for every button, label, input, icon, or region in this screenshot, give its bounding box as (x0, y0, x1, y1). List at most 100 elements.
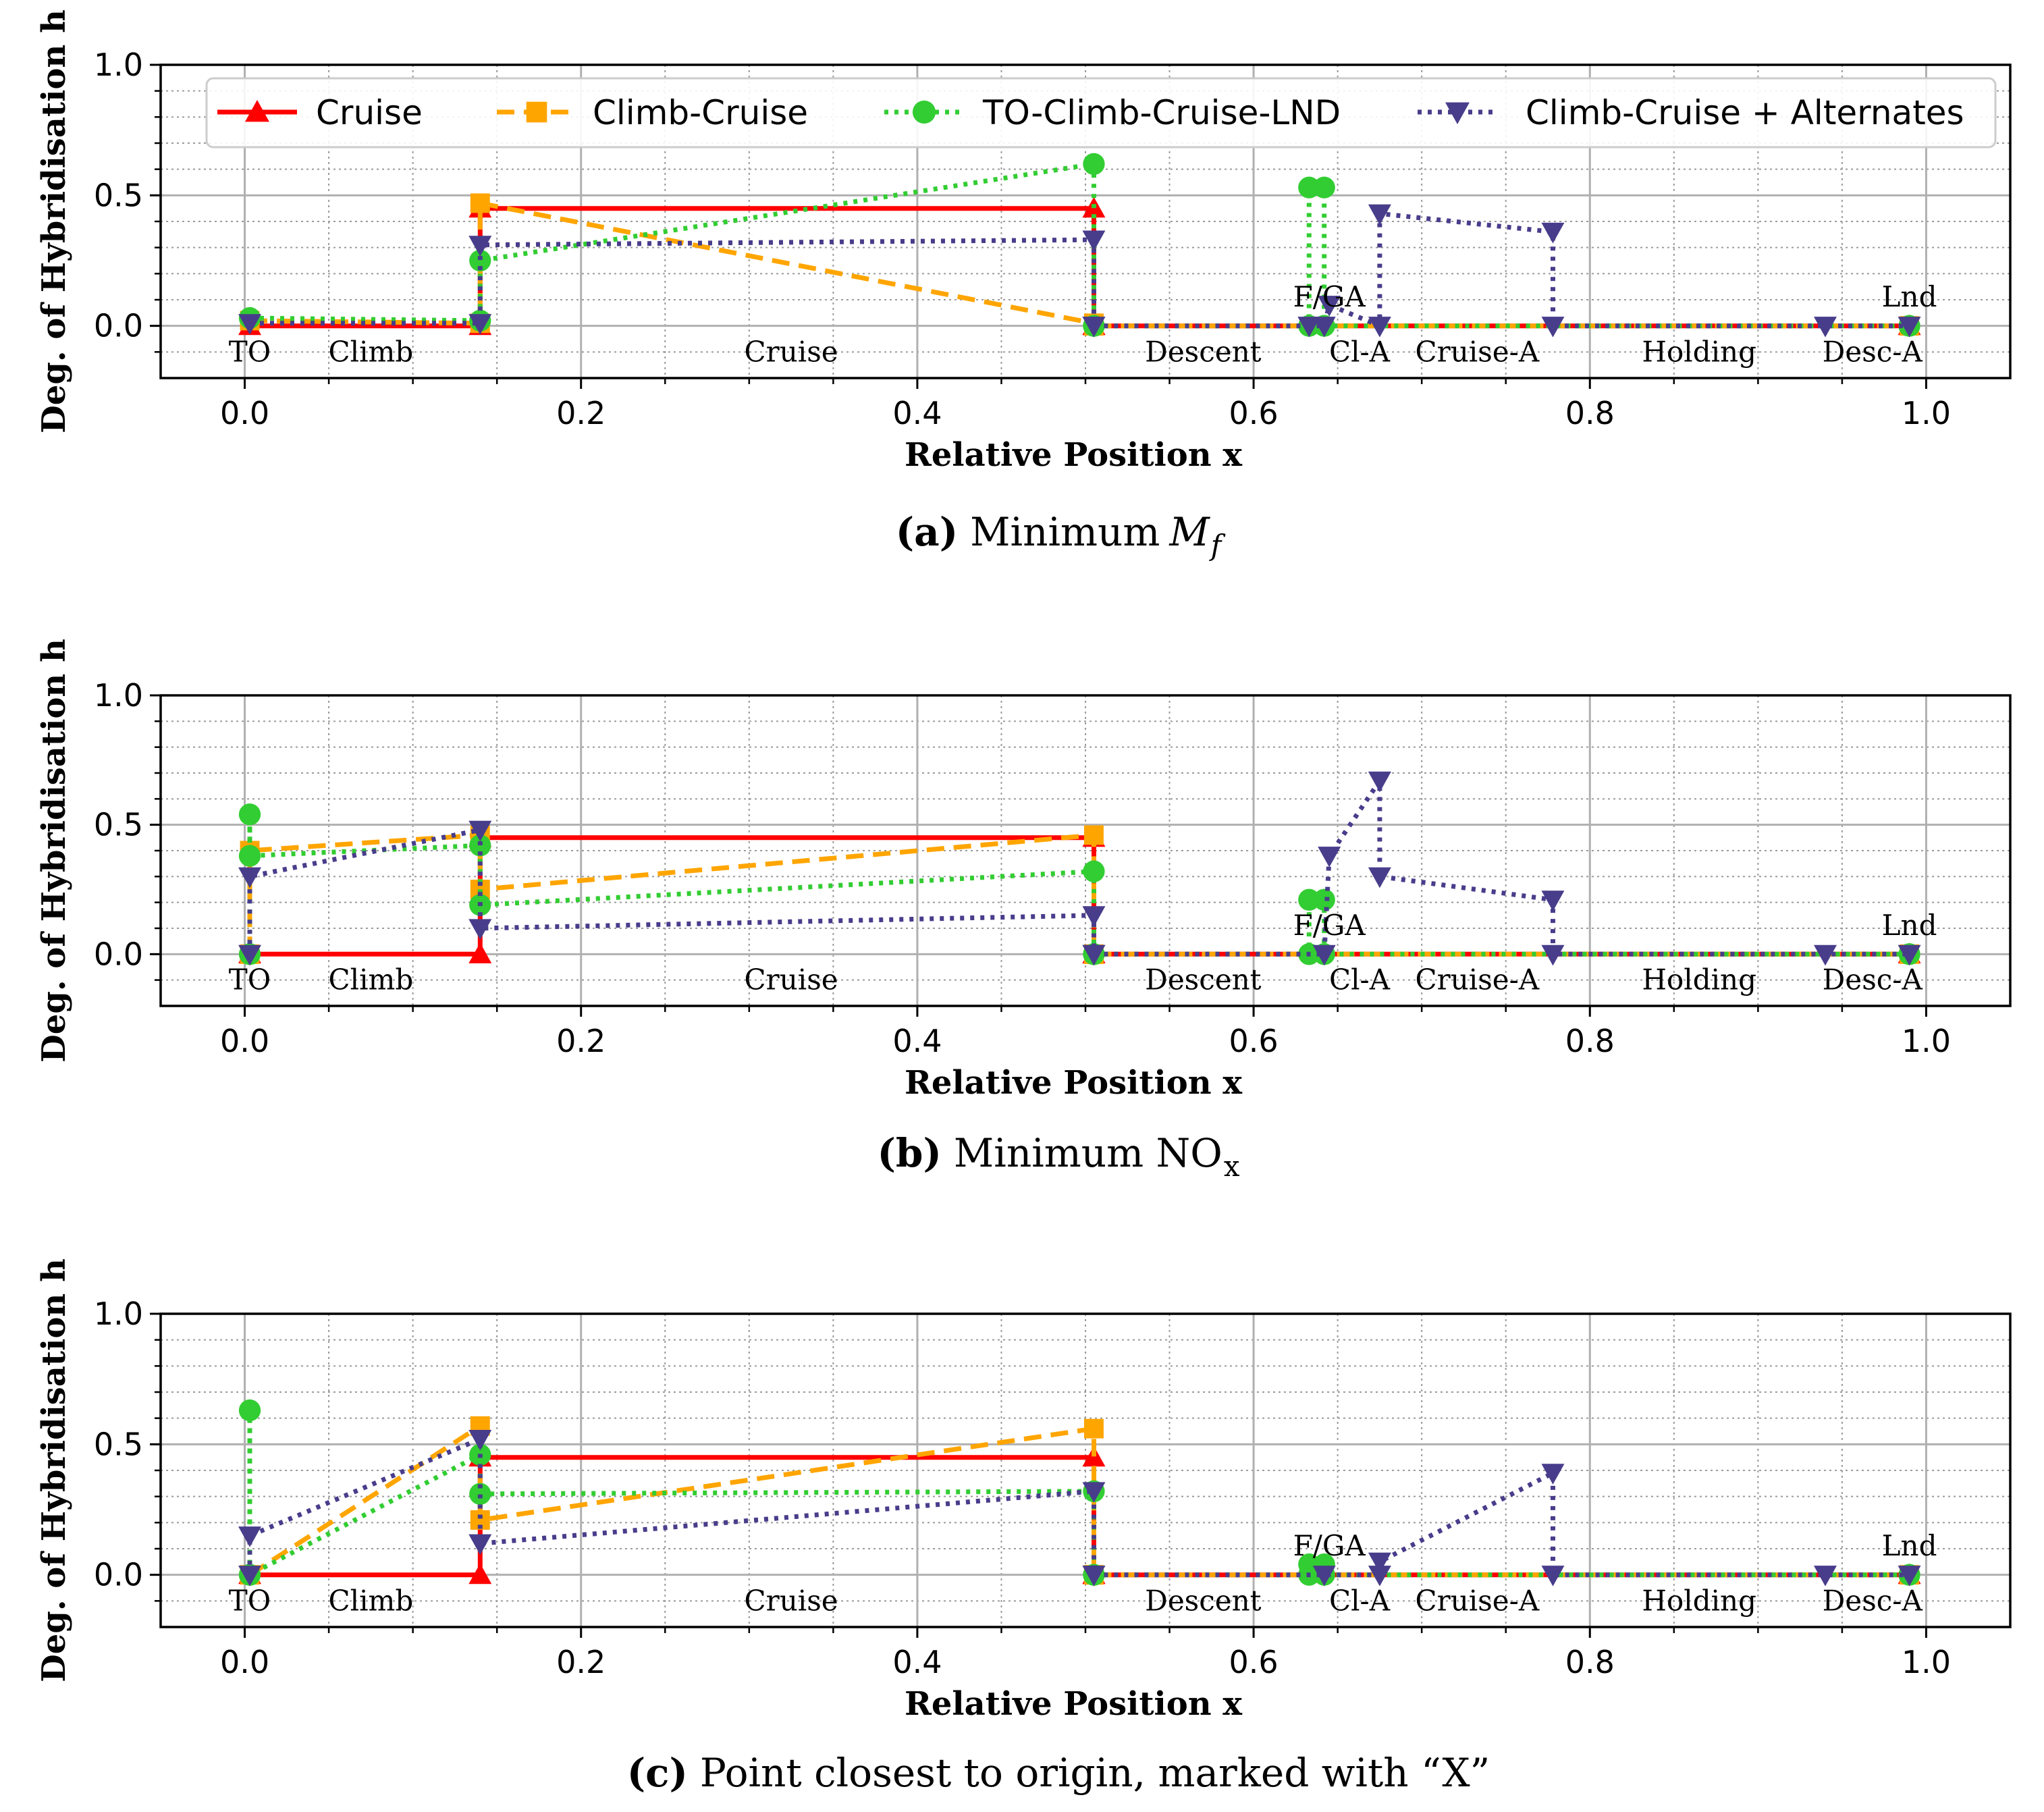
data-point (1083, 153, 1105, 176)
phase-label: Climb (329, 963, 414, 996)
data-point (468, 1534, 492, 1555)
data-point (1368, 771, 1391, 793)
data-point (1082, 230, 1106, 252)
x-axis-label: Relative Position x (905, 1685, 1242, 1723)
legend-frame (205, 77, 1997, 149)
phase-label: Climb (329, 1584, 414, 1617)
series-cruise (238, 1445, 1921, 1584)
phase-label: TO (229, 335, 271, 368)
data-point (1368, 1552, 1391, 1574)
caption: (c) Point closest to origin, marked with … (627, 1750, 1490, 1796)
data-point (1898, 317, 1921, 338)
legend-label: TO-Climb-Cruise-LND (982, 93, 1341, 132)
series-climb_cruise (240, 825, 1919, 964)
x-tick-label: 1.0 (1902, 1023, 1951, 1059)
series-line (247, 827, 1096, 955)
data-point (1541, 890, 1565, 911)
phase-label: Cruise-A (1416, 335, 1540, 368)
x-tick-label: 0.0 (220, 1644, 269, 1680)
phase-label: Descent (1145, 963, 1262, 996)
phase-label: Cruise (745, 335, 838, 368)
series-line (1094, 897, 1910, 957)
phase-label: TO (229, 1584, 271, 1617)
caption-letter: (c) (627, 1750, 688, 1796)
y-tick-label: 1.0 (94, 1296, 143, 1332)
phase-label: Descent (1145, 1584, 1262, 1617)
x-tick-label: 0.2 (556, 395, 606, 431)
phase-label: F/GA (1293, 280, 1366, 313)
phase-label: Lnd (1882, 909, 1937, 942)
y-tick-label: 0.5 (94, 177, 143, 213)
data-point (468, 1563, 492, 1584)
phase-label: Climb (329, 335, 414, 368)
data-point (1541, 222, 1565, 244)
y-axis-label: Deg. of Hybridisation h (35, 1258, 73, 1682)
data-point (468, 820, 492, 842)
phase-label: Holding (1642, 963, 1756, 996)
x-tick-label: 0.6 (1229, 1644, 1279, 1680)
legend-marker-circle (912, 100, 936, 124)
x-tick-label: 0.4 (892, 1023, 942, 1059)
legend-marker-triangle-down (1445, 102, 1470, 124)
series-line (250, 237, 1096, 326)
chart-panel-c: 0.0 0.2 0.4 0.6 0.8 1.0 0.0 0.5 1.0 Relative Posi… (35, 1258, 2012, 1796)
data-point (1084, 825, 1104, 845)
phase-label: Holding (1642, 335, 1756, 368)
data-point (469, 249, 491, 272)
x-axis-label: Relative Position x (905, 1064, 1242, 1102)
caption-math: M (1168, 509, 1210, 555)
data-point (238, 845, 261, 867)
legend: Cruise Climb-Cruise TO-Climb-Cruise-LND Cli… (205, 77, 1997, 149)
series-climb_cruise_alt (238, 204, 1921, 338)
phase-label: Descent (1145, 335, 1262, 368)
caption-letter: (a) (896, 509, 958, 555)
data-point (1368, 317, 1391, 338)
data-point (1312, 944, 1336, 966)
data-point (1541, 1464, 1565, 1485)
data-point (469, 1483, 491, 1505)
caption: (b) Minimum NOx (877, 1130, 1239, 1183)
phase-label: Cruise (745, 1584, 838, 1617)
data-point (1898, 944, 1921, 966)
data-point (1297, 317, 1321, 338)
x-tick-label: 1.0 (1902, 395, 1951, 431)
y-axis-label: Deg. of Hybridisation h (35, 9, 73, 433)
data-point (1312, 1566, 1336, 1587)
phase-label: Cl-A (1329, 335, 1391, 368)
data-point (468, 1430, 492, 1451)
series-climb_cruise_alt (238, 1430, 1921, 1587)
phase-label: Lnd (1882, 1529, 1937, 1562)
data-point (1898, 1566, 1921, 1587)
phase-label: Desc-A (1823, 963, 1923, 996)
data-point (238, 1566, 262, 1587)
x-tick-label: 0.2 (556, 1023, 606, 1059)
series-line (249, 161, 1096, 326)
data-point (1084, 1418, 1104, 1439)
series-line (250, 1455, 1096, 1578)
caption-text: Point closest to origin, marked with “X” (700, 1750, 1490, 1796)
phase-label: Cl-A (1329, 963, 1391, 996)
data-point (1082, 317, 1106, 338)
data-point (468, 236, 492, 257)
data-point (1368, 867, 1391, 888)
data-point (1082, 906, 1106, 927)
caption-subscript: x (1224, 1150, 1240, 1183)
x-tick-label: 0.0 (220, 395, 269, 431)
legend-label: Climb-Cruise (593, 93, 808, 132)
series-line (1094, 1470, 1910, 1578)
series-line (1094, 185, 1910, 329)
y-axis-label: Deg. of Hybridisation h (35, 639, 73, 1063)
series-to_climb_cruise_lnd (238, 153, 1920, 337)
data-point (238, 867, 262, 888)
data-point (1368, 1566, 1391, 1587)
data-point (468, 919, 492, 940)
data-point (1312, 317, 1336, 338)
data-point (238, 1526, 262, 1547)
x-tick-label: 0.6 (1229, 1023, 1279, 1059)
data-point (238, 803, 261, 826)
x-tick-label: 0.4 (892, 1644, 942, 1680)
data-point (469, 834, 491, 857)
series-climb_cruise (240, 193, 1919, 336)
x-tick-label: 1.0 (1902, 1644, 1951, 1680)
x-tick-label: 0.8 (1565, 395, 1615, 431)
